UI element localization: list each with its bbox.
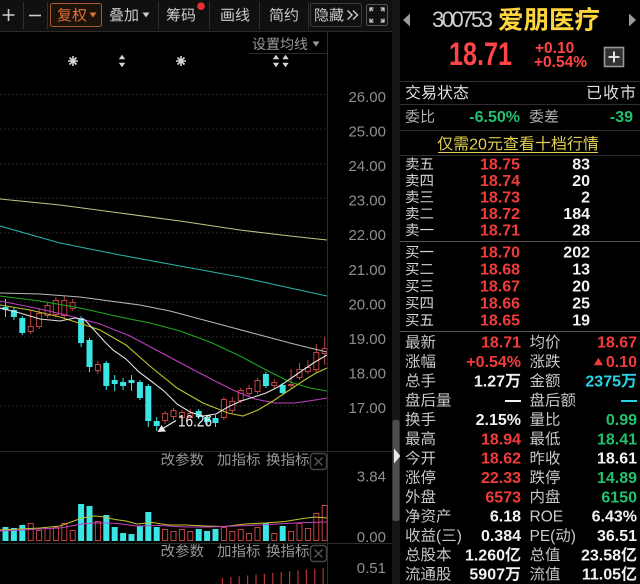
svg-text:ROE: ROE [530, 509, 564, 526]
svg-text:25: 25 [572, 296, 590, 313]
svg-text:18.94: 18.94 [481, 431, 521, 448]
svg-text:20: 20 [572, 173, 590, 190]
svg-text:5907: 5907 [469, 567, 505, 584]
svg-text:18.66: 18.66 [480, 296, 520, 313]
svg-text:20: 20 [572, 279, 590, 296]
svg-text:300753: 300753 [432, 7, 493, 32]
svg-text:): ) [457, 528, 462, 545]
svg-text:18.75: 18.75 [480, 157, 520, 174]
svg-text:23.00: 23.00 [348, 193, 386, 210]
svg-text:21.00: 21.00 [348, 262, 386, 279]
svg-text:22.33: 22.33 [481, 470, 521, 487]
svg-text:-6.50%: -6.50% [469, 109, 520, 126]
svg-text:1.260: 1.260 [465, 547, 505, 564]
svg-text:3.84: 3.84 [357, 468, 386, 485]
svg-text:83: 83 [572, 157, 590, 174]
svg-text:202: 202 [563, 245, 590, 262]
svg-text:23.58: 23.58 [581, 547, 621, 564]
svg-text:18.72: 18.72 [480, 206, 520, 223]
svg-text:0.384: 0.384 [481, 528, 521, 545]
svg-text:19.00: 19.00 [348, 331, 386, 348]
svg-text:6150: 6150 [601, 489, 637, 506]
svg-text:11.05: 11.05 [582, 567, 621, 584]
svg-text:0.00: 0.00 [357, 529, 386, 546]
svg-text:17.00: 17.00 [348, 400, 386, 417]
svg-text:22.00: 22.00 [348, 227, 386, 244]
svg-text:18.71: 18.71 [480, 223, 520, 240]
svg-text:+0.10: +0.10 [535, 40, 574, 57]
svg-text:18.74: 18.74 [480, 173, 520, 190]
svg-text:18.62: 18.62 [481, 451, 521, 468]
svg-text:2: 2 [581, 190, 590, 207]
svg-text:19: 19 [572, 313, 590, 330]
svg-text:2375: 2375 [585, 373, 621, 390]
svg-text:28: 28 [572, 223, 590, 240]
svg-text:20: 20 [469, 136, 487, 153]
svg-text:25.00: 25.00 [348, 123, 386, 140]
svg-text:+0.54%: +0.54% [534, 54, 587, 71]
svg-text:18.65: 18.65 [480, 313, 520, 330]
svg-text:0.10: 0.10 [606, 354, 637, 371]
svg-text:(: ( [436, 528, 442, 545]
svg-text:18.61: 18.61 [597, 451, 637, 468]
svg-text:6.43%: 6.43% [592, 509, 637, 526]
svg-text:18.71: 18.71 [449, 36, 512, 72]
svg-text:20.00: 20.00 [348, 296, 386, 313]
svg-text:18.67: 18.67 [480, 279, 520, 296]
svg-text:18.68: 18.68 [480, 262, 520, 279]
svg-text:-39: -39 [610, 109, 633, 126]
svg-text:6573: 6573 [485, 489, 521, 506]
svg-text:184: 184 [563, 206, 590, 223]
svg-text:18.67: 18.67 [597, 335, 637, 352]
svg-text:18.00: 18.00 [348, 366, 386, 383]
svg-text:18.71: 18.71 [481, 335, 521, 352]
svg-text:16.26: 16.26 [178, 413, 212, 431]
svg-text:14.89: 14.89 [597, 470, 637, 487]
svg-text:18.73: 18.73 [480, 190, 520, 207]
svg-text:13: 13 [572, 262, 590, 279]
svg-text:1.27: 1.27 [474, 373, 505, 390]
svg-text:+0.54%: +0.54% [466, 354, 521, 371]
svg-text:26.00: 26.00 [348, 89, 386, 106]
svg-text:24.00: 24.00 [348, 158, 386, 175]
svg-text:): ) [571, 528, 576, 545]
svg-text:0.99: 0.99 [606, 412, 637, 429]
svg-text:6.18: 6.18 [490, 509, 521, 526]
svg-text:0.51: 0.51 [357, 560, 386, 577]
svg-text:36.51: 36.51 [597, 528, 637, 545]
svg-text:18.41: 18.41 [597, 431, 637, 448]
svg-text:18.70: 18.70 [480, 245, 520, 262]
svg-text:2.15%: 2.15% [476, 412, 521, 429]
svg-text:PE(: PE( [530, 528, 557, 545]
